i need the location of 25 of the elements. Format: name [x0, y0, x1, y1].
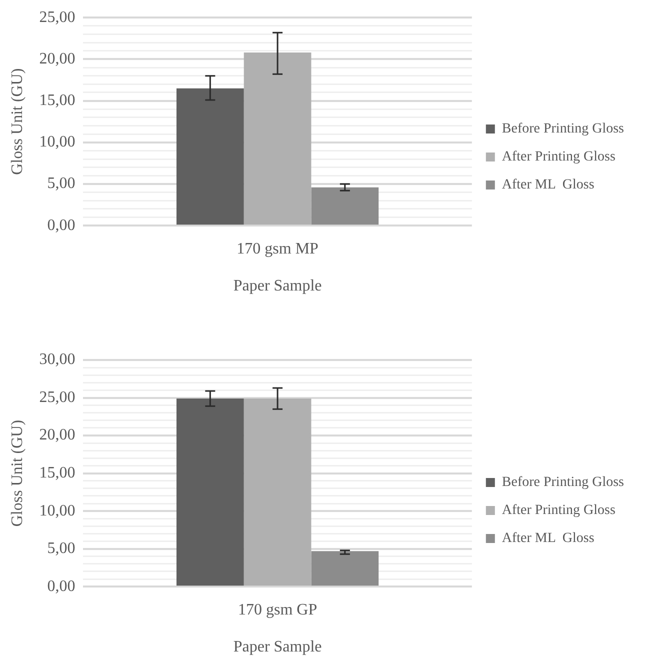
legend-label: After ML Gloss	[502, 531, 594, 546]
legend-label: Before Printing Gloss	[502, 475, 624, 490]
legend-label: After ML Gloss	[502, 178, 594, 193]
legend-label: After Printing Gloss	[502, 503, 616, 518]
legend-label: Before Printing Gloss	[502, 122, 624, 137]
y-tick-label: 10,00	[39, 502, 76, 520]
y-axis-title: Gloss Unit (GU)	[8, 68, 26, 175]
y-tick-label: 0,00	[47, 578, 76, 595]
x-tick-label: 170 gsm MP	[236, 240, 319, 258]
y-tick-label: 25,00	[39, 8, 76, 26]
y-tick-label: 5,00	[47, 175, 76, 192]
y-tick-label: 30,00	[39, 351, 76, 368]
y-tick-label: 0,00	[47, 216, 76, 234]
y-tick-label: 15,00	[39, 464, 76, 482]
y-axis-title: Gloss Unit (GU)	[8, 420, 26, 527]
y-tick-label: 20,00	[39, 426, 76, 444]
y-tick-label: 10,00	[39, 134, 76, 151]
x-tick-label: 170 gsm GP	[238, 601, 318, 618]
x-axis-title: Paper Sample	[233, 278, 322, 295]
y-tick-label: 20,00	[39, 50, 76, 68]
x-axis-title: Paper Sample	[233, 638, 322, 656]
y-tick-label: 5,00	[47, 540, 76, 558]
legend-label: After Printing Gloss	[502, 150, 616, 165]
y-tick-label: 15,00	[39, 92, 76, 110]
y-tick-label: 25,00	[39, 388, 76, 406]
